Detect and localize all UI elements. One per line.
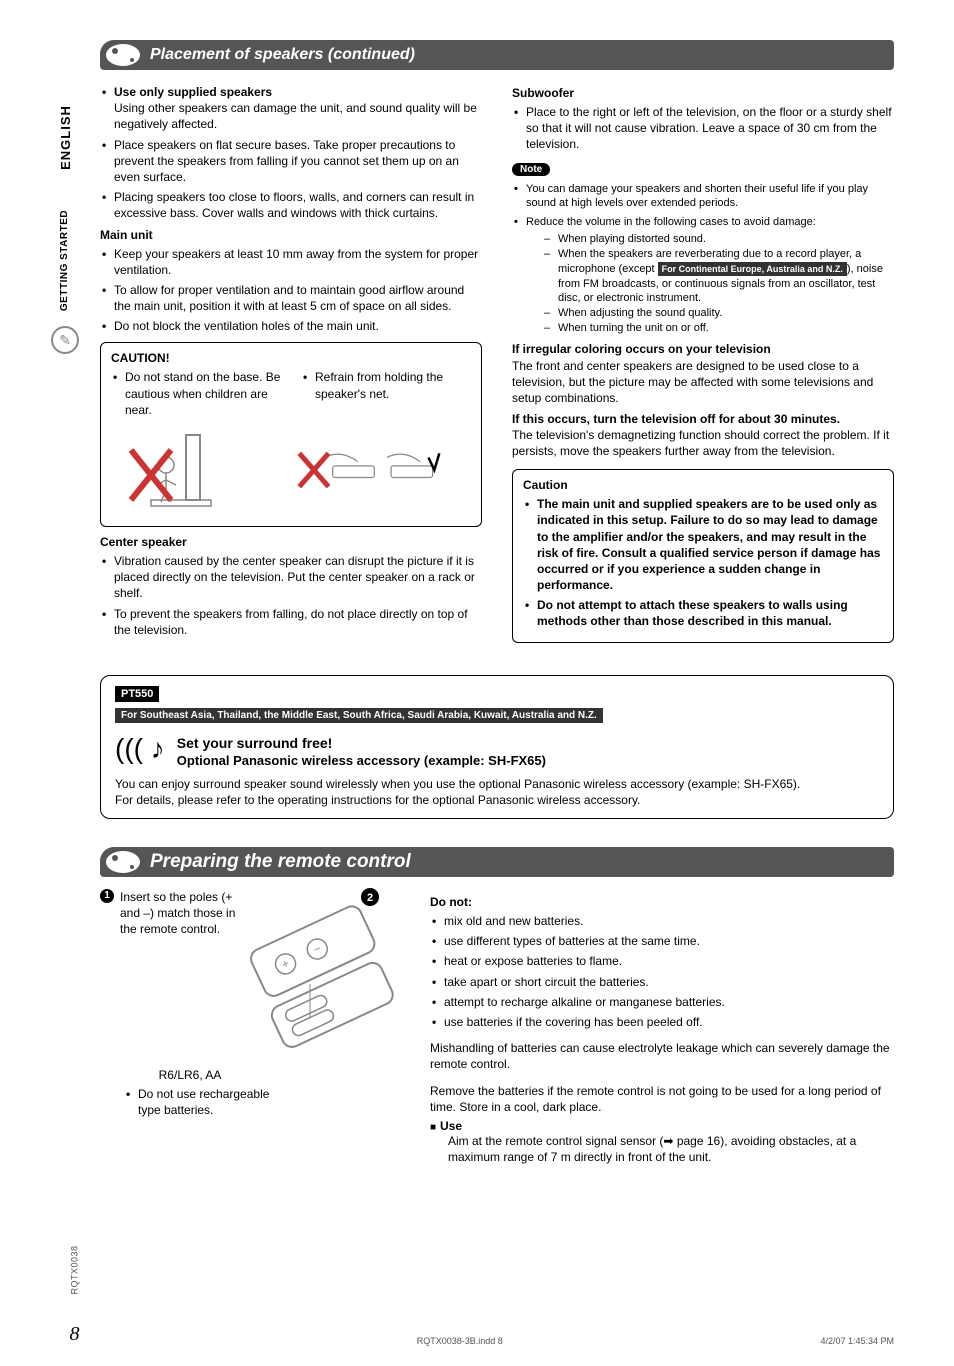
if-occurs: If this occurs, turn the television off … — [512, 411, 894, 427]
note-2d: When turning the unit on or off. — [544, 321, 894, 336]
main-unit-2: To allow for proper ventilation and to m… — [100, 282, 482, 314]
note-label: Note — [512, 163, 550, 176]
demag-text: The television's demagnetizing function … — [512, 427, 894, 459]
note-1: You can damage your speakers and shorten… — [512, 182, 894, 212]
no-rechargeable: Do not use rechargeable type batteries. — [124, 1086, 284, 1118]
step-1-badge: 1 — [100, 889, 114, 903]
caution-1: Do not stand on the base. Be cautious wh… — [111, 369, 281, 418]
donot-5: attempt to recharge alkaline or manganes… — [430, 994, 894, 1010]
use-supplied-bold: Use only supplied speakers — [114, 85, 272, 99]
caution-box: CAUTION! Do not stand on the base. Be ca… — [100, 342, 482, 527]
section-title-placement: Placement of speakers (continued) — [150, 46, 415, 64]
irregular-text: The front and center speakers are design… — [512, 358, 894, 407]
caution-box-right: Caution The main unit and supplied speak… — [512, 469, 894, 643]
subwoofer-1: Place to the right or left of the televi… — [512, 104, 894, 153]
remote-right-col: Do not: mix old and new batteries. use d… — [430, 889, 894, 1165]
sidebar-english: ENGLISH — [58, 105, 73, 170]
speaker-icon — [106, 44, 140, 66]
svg-text:+: + — [279, 956, 291, 972]
caution-title: CAUTION! — [111, 351, 471, 365]
section-header-placement: Placement of speakers (continued) — [100, 40, 894, 70]
remove-text: Remove the batteries if the remote contr… — [430, 1083, 894, 1115]
remote-illustration: 2 + − — [210, 879, 410, 1059]
donot-4: take apart or short circuit the batterie… — [430, 974, 894, 990]
model-badge: PT550 — [115, 686, 159, 702]
book-icon: ✎ — [51, 326, 79, 354]
svg-text:2: 2 — [367, 892, 373, 904]
sidebar: ENGLISH GETTING STARTED ✎ — [50, 130, 80, 354]
main-unit-heading: Main unit — [100, 228, 482, 242]
right-column: Subwoofer Place to the right or left of … — [512, 80, 894, 651]
remote-icon — [106, 851, 140, 873]
battery-label: R6/LR6, AA — [100, 1068, 280, 1082]
left-column: Use only supplied speakers Using other s… — [100, 80, 482, 651]
footer-date: 4/2/07 1:45:34 PM — [820, 1336, 894, 1346]
section-header-remote: Preparing the remote control — [100, 847, 894, 877]
pt-body-1: You can enjoy surround speaker sound wir… — [115, 776, 879, 792]
page-footer: RQTX0038 8 RQTX0038-3B.indd 8 4/2/07 1:4… — [0, 1265, 954, 1366]
note-2b: When the speakers are reverberating due … — [544, 247, 894, 306]
footer-rqtx-vertical: RQTX0038 — [70, 1246, 80, 1295]
pt550-panel: PT550 For Southeast Asia, Thailand, the … — [100, 675, 894, 819]
subwoofer-heading: Subwoofer — [512, 86, 894, 100]
caution-2: Refrain from holding the speaker's net. — [301, 369, 471, 401]
caution-attach: Do not attempt to attach these speakers … — [523, 597, 883, 629]
dont-stand-illustration — [111, 430, 261, 510]
wireless-icon: ((( ♪ — [115, 735, 165, 763]
center-speaker-2: To prevent the speakers from falling, do… — [100, 606, 482, 638]
use-label: Use — [430, 1119, 462, 1133]
pt-title-2: Optional Panasonic wireless accessory (e… — [177, 753, 546, 768]
main-unit-3: Do not block the ventilation holes of th… — [100, 318, 482, 334]
note-2: Reduce the volume in the following cases… — [526, 216, 816, 228]
section-title-remote: Preparing the remote control — [150, 851, 411, 873]
region-badge: For Southeast Asia, Thailand, the Middle… — [115, 708, 603, 723]
too-close-text: Placing speakers too close to floors, wa… — [100, 189, 482, 221]
use-row: Use — [430, 1119, 894, 1133]
pt-body-2: For details, please refer to the operati… — [115, 792, 879, 808]
donot-3: heat or expose batteries to flame. — [430, 953, 894, 969]
flat-bases-text: Place speakers on flat secure bases. Tak… — [100, 137, 482, 186]
donot-6: use batteries if the covering has been p… — [430, 1014, 894, 1030]
donot-heading: Do not: — [430, 895, 894, 909]
donot-2: use different types of batteries at the … — [430, 933, 894, 949]
mishandle-text: Mishandling of batteries can cause elect… — [430, 1040, 894, 1072]
center-speaker-1: Vibration caused by the center speaker c… — [100, 553, 482, 602]
main-unit-1: Keep your speakers at least 10 mm away f… — [100, 246, 482, 278]
note-2c: When adjusting the sound quality. — [544, 306, 894, 321]
remote-left-col: 1 Insert so the poles (+ and –) match th… — [100, 889, 400, 1165]
irregular-heading: If irregular coloring occurs on your tel… — [512, 342, 894, 356]
center-speaker-heading: Center speaker — [100, 535, 482, 549]
sidebar-getting-started: GETTING STARTED — [60, 210, 71, 311]
footer-file: RQTX0038-3B.indd 8 — [417, 1336, 503, 1346]
page-number: 8 — [70, 1323, 80, 1346]
caution-main: The main unit and supplied speakers are … — [523, 496, 883, 593]
dont-hold-net-illustration — [291, 430, 441, 510]
donot-1: mix old and new batteries. — [430, 913, 894, 929]
use-supplied-text: Using other speakers can damage the unit… — [114, 101, 477, 131]
svg-text:−: − — [311, 941, 323, 957]
note-2a: When playing distorted sound. — [544, 232, 894, 247]
use-text: Aim at the remote control signal sensor … — [430, 1133, 894, 1165]
region-badge-inline: For Continental Europe, Australia and N.… — [658, 262, 847, 276]
pt-title-1: Set your surround free! — [177, 735, 546, 751]
caution-label-right: Caution — [523, 478, 883, 492]
